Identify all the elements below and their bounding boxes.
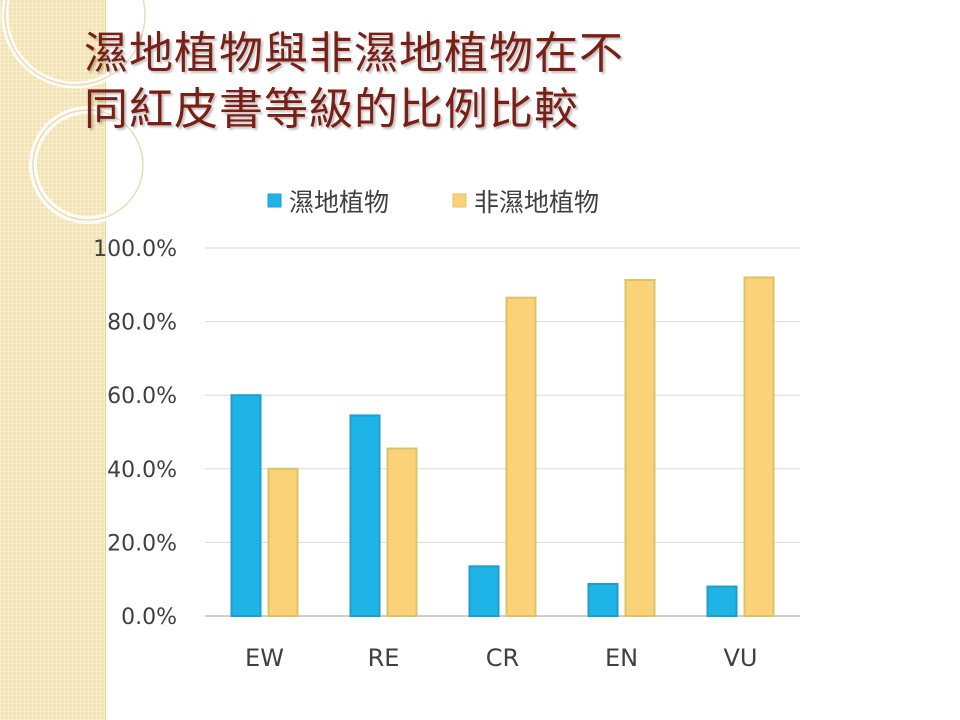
slide-title-line-2: 同紅皮書等級的比例比較 bbox=[84, 84, 579, 135]
decorative-ring-small-outline bbox=[32, 109, 144, 221]
bar-non-wetland-cr bbox=[505, 296, 537, 617]
y-tick-label: 0.0% bbox=[121, 605, 177, 630]
chart-bars bbox=[230, 276, 775, 618]
y-tick-label: 40.0% bbox=[107, 458, 177, 483]
x-category-label: CR bbox=[486, 644, 519, 672]
legend-label-non-wetland: 非濕地植物 bbox=[474, 188, 599, 217]
slide-title-line-1: 濕地植物與非濕地植物在不 bbox=[84, 28, 624, 79]
decorative-ring-large-outline bbox=[4, 0, 146, 86]
x-category-label: EN bbox=[605, 644, 638, 672]
x-category-label: VU bbox=[724, 644, 758, 672]
legend-swatch-non-wetland bbox=[452, 193, 467, 208]
y-axis-tick-labels: 0.0% 20.0% 40.0% 60.0% 80.0% 100.0% bbox=[93, 237, 177, 630]
bar-non-wetland-vu bbox=[743, 276, 775, 617]
legend-label-wetland: 濕地植物 bbox=[289, 188, 389, 217]
x-category-label: EW bbox=[245, 644, 284, 672]
bar-wetland-en bbox=[587, 582, 619, 618]
bar-wetland-cr bbox=[468, 565, 500, 618]
x-category-label: RE bbox=[368, 644, 400, 672]
y-tick-label: 20.0% bbox=[107, 531, 177, 556]
chart-legend: 濕地植物 非濕地植物 bbox=[267, 188, 599, 217]
bar-wetland-re bbox=[349, 414, 381, 617]
legend-swatch-wetland bbox=[267, 193, 282, 208]
bar-non-wetland-re bbox=[386, 447, 418, 617]
y-tick-label: 60.0% bbox=[107, 384, 177, 409]
y-tick-label: 100.0% bbox=[93, 237, 177, 262]
slide-title: 濕地植物與非濕地植物在不 同紅皮書等級的比例比較 bbox=[84, 26, 904, 138]
chart-gridlines bbox=[205, 247, 800, 617]
decorative-rings bbox=[1, 0, 149, 224]
bar-wetland-ew bbox=[230, 394, 262, 618]
bar-non-wetland-en bbox=[624, 279, 656, 617]
y-tick-label: 80.0% bbox=[107, 311, 177, 336]
x-axis-category-labels: EW RE CR EN VU bbox=[245, 644, 757, 672]
bar-non-wetland-ew bbox=[267, 467, 299, 617]
bar-wetland-vu bbox=[706, 585, 738, 617]
